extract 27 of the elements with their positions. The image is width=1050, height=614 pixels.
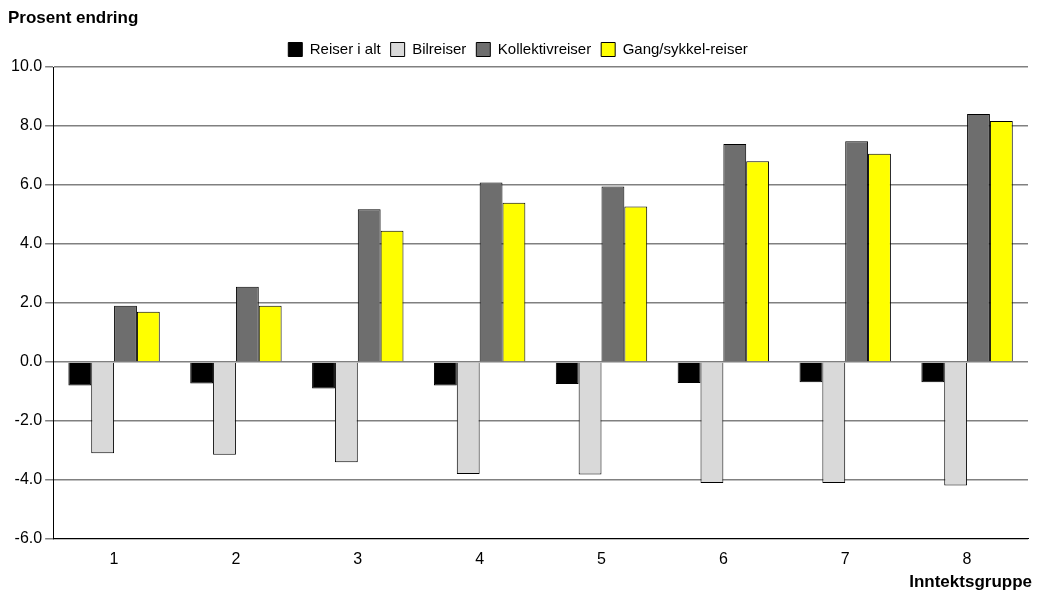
x-tick-label: 3 xyxy=(353,549,363,567)
y-tick-label: -6.0 xyxy=(14,529,43,547)
x-axis-title: Inntektsgruppe xyxy=(908,572,1033,592)
y-tick-label: 4.0 xyxy=(19,234,43,252)
x-tick-label: 2 xyxy=(231,549,241,567)
legend-label: Bilreiser xyxy=(412,39,467,57)
bar xyxy=(799,362,823,383)
x-tick-label: 6 xyxy=(718,549,728,567)
y-tick-label: 6.0 xyxy=(19,175,43,193)
chart-title: Prosent endring xyxy=(8,8,140,29)
x-tick-label: 7 xyxy=(840,549,850,567)
y-tick-label: 2.0 xyxy=(19,293,43,311)
bar xyxy=(190,362,214,384)
y-tick-label: 8.0 xyxy=(19,116,43,134)
legend-label: Kollektivreiser xyxy=(497,39,592,57)
x-tick-label: 4 xyxy=(475,549,485,567)
y-tick-label: -4.0 xyxy=(14,470,43,488)
x-tick-label: 1 xyxy=(109,549,119,567)
legend-label: Reiser i alt xyxy=(309,39,382,57)
x-tick-label: 5 xyxy=(597,549,607,567)
bar xyxy=(921,362,945,383)
legend-label: Gang/sykkel-reiser xyxy=(622,39,748,57)
y-tick-label: -2.0 xyxy=(14,411,43,429)
y-tick-label: 10.0 xyxy=(11,57,43,75)
x-tick-label: 8 xyxy=(962,549,972,567)
bar xyxy=(68,362,92,386)
y-tick-label: 0.0 xyxy=(19,352,43,370)
